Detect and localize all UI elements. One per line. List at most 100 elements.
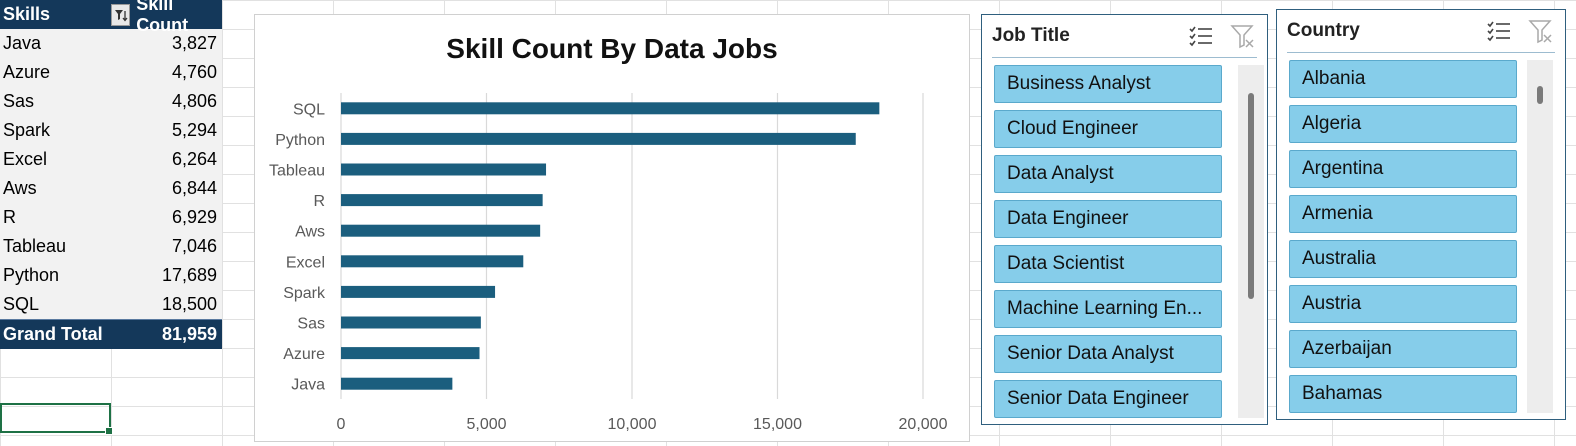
slicer-item[interactable]: Senior Data Analyst bbox=[994, 335, 1222, 373]
slicer-title: Country bbox=[1287, 20, 1360, 41]
fill-handle[interactable] bbox=[105, 427, 113, 435]
pivot-skill-cell: Excel bbox=[3, 149, 48, 169]
pivot-count-cell: 6,844 bbox=[171, 178, 217, 198]
pivot-skill-cell: Python bbox=[3, 265, 60, 285]
slicer-item[interactable]: Algeria bbox=[1289, 105, 1517, 143]
slicer-item[interactable]: Austria bbox=[1289, 285, 1517, 323]
slicer-scrollbar[interactable] bbox=[1238, 65, 1264, 418]
x-tick-label: 0 bbox=[337, 416, 346, 433]
y-category-label: Aws bbox=[295, 224, 325, 241]
slicer-title: Job Title bbox=[992, 25, 1070, 46]
grand-total-label: Grand Total bbox=[3, 324, 103, 344]
pivot-count-cell: 5,294 bbox=[171, 120, 217, 140]
pivot-row[interactable]: Excel 6,264 bbox=[0, 145, 222, 174]
x-tick-label: 10,000 bbox=[608, 416, 657, 433]
pivot-row[interactable]: Spark 5,294 bbox=[0, 116, 222, 145]
pivot-count-cell: 4,760 bbox=[171, 62, 217, 82]
x-tick-label: 5,000 bbox=[466, 416, 506, 433]
pivot-skill-cell: Sas bbox=[3, 91, 35, 111]
pivot-skill-cell: SQL bbox=[3, 294, 40, 314]
y-category-label: Spark bbox=[283, 285, 326, 302]
bar-excel[interactable] bbox=[341, 255, 524, 268]
slicer-item[interactable]: Senior Data Engineer bbox=[994, 380, 1222, 418]
pivot-row[interactable]: R 6,929 bbox=[0, 203, 222, 232]
pivot-skill-cell: Aws bbox=[3, 178, 37, 198]
slicer-item[interactable]: Machine Learning En... bbox=[994, 290, 1222, 328]
pivot-skill-cell: R bbox=[3, 207, 16, 227]
x-tick-label: 15,000 bbox=[753, 416, 802, 433]
multi-select-icon[interactable] bbox=[1187, 22, 1215, 50]
bar-python[interactable] bbox=[341, 132, 856, 145]
slicer-item[interactable]: Australia bbox=[1289, 240, 1517, 278]
slicer-item[interactable]: Data Analyst bbox=[994, 155, 1222, 193]
slicer-item[interactable]: Business Analyst bbox=[994, 65, 1222, 103]
pivot-header-count-cell[interactable]: Skill Count bbox=[111, 0, 222, 36]
y-category-label: Tableau bbox=[269, 163, 325, 180]
slicer-header: Country bbox=[1287, 10, 1555, 53]
y-category-label: R bbox=[313, 193, 325, 210]
pivot-row[interactable]: Azure 4,760 bbox=[0, 58, 222, 87]
pivot-count-cell: 18,500 bbox=[161, 294, 217, 314]
slicer-item[interactable]: Cloud Engineer bbox=[994, 110, 1222, 148]
pivot-header-row: Skills Skill Count bbox=[0, 0, 222, 35]
chart-plot: 0 5,000 10,000 15,000 20,000 SQL Python Tableau… bbox=[269, 93, 948, 433]
slicer-item[interactable]: Albania bbox=[1289, 60, 1517, 98]
pivot-skill-cell: Spark bbox=[3, 120, 51, 140]
pivot-row[interactable]: SQL 18,500 bbox=[0, 290, 222, 319]
pivot-count-cell: 6,264 bbox=[171, 149, 217, 169]
slicer-item-list: Business Analyst Cloud Engineer Data Analy… bbox=[994, 65, 1222, 418]
bar-spark[interactable] bbox=[341, 285, 496, 298]
slicer-header: Job Title bbox=[992, 15, 1257, 58]
clear-filter-icon[interactable] bbox=[1527, 17, 1555, 45]
bar-chart[interactable]: Skill Count By Data Jobs 0 5,000 10,000 15,… bbox=[254, 14, 970, 442]
pivot-header-skills[interactable]: Skills bbox=[3, 4, 51, 24]
pivot-table: Skills Skill Count Java 3,827 Azure 4,760 Sa… bbox=[0, 0, 222, 349]
slicer-country[interactable]: Country Albania Algeria Argentina Armenia Au… bbox=[1276, 9, 1566, 420]
slicer-scrollbar[interactable] bbox=[1527, 60, 1553, 413]
slicer-item[interactable]: Bahamas bbox=[1289, 375, 1517, 413]
pivot-count-cell: 3,827 bbox=[171, 33, 217, 53]
pivot-count-cell: 7,046 bbox=[171, 236, 217, 256]
slicer-item[interactable]: Armenia bbox=[1289, 195, 1517, 233]
slicer-item[interactable]: Azerbaijan bbox=[1289, 330, 1517, 368]
pivot-row[interactable]: Java 3,827 bbox=[0, 29, 222, 58]
y-category-label: Excel bbox=[286, 254, 325, 271]
bar-sas[interactable] bbox=[341, 316, 481, 329]
slicer-item-list: Albania Algeria Argentina Armenia Australia A… bbox=[1289, 60, 1517, 413]
pivot-row[interactable]: Sas 4,806 bbox=[0, 87, 222, 116]
pivot-row[interactable]: Python 17,689 bbox=[0, 261, 222, 290]
y-category-label: Sas bbox=[297, 316, 325, 333]
y-category-label: Java bbox=[291, 377, 325, 394]
pivot-count-cell: 4,806 bbox=[171, 91, 217, 111]
pivot-header-skill-count: Skill Count bbox=[136, 0, 189, 35]
bar-java[interactable] bbox=[341, 377, 453, 390]
y-category-label: Python bbox=[275, 132, 325, 149]
selected-cell[interactable] bbox=[0, 403, 113, 435]
pivot-grand-total-row[interactable]: Grand Total 81,959 bbox=[0, 319, 222, 349]
bar-aws[interactable] bbox=[341, 224, 541, 237]
bar-sql[interactable] bbox=[341, 102, 880, 115]
pivot-skill-cell: Java bbox=[3, 33, 42, 53]
slicer-item[interactable]: Data Scientist bbox=[994, 245, 1222, 283]
pivot-row[interactable]: Aws 6,844 bbox=[0, 174, 222, 203]
y-category-label: Azure bbox=[283, 346, 325, 363]
x-tick-label: 20,000 bbox=[899, 416, 948, 433]
scrollbar-thumb[interactable] bbox=[1537, 86, 1543, 104]
scrollbar-thumb[interactable] bbox=[1248, 93, 1254, 299]
pivot-skill-cell: Azure bbox=[3, 62, 51, 82]
pivot-skill-cell: Tableau bbox=[3, 236, 67, 256]
multi-select-icon[interactable] bbox=[1485, 17, 1513, 45]
slicer-item[interactable]: Data Engineer bbox=[994, 200, 1222, 238]
pivot-count-cell: 6,929 bbox=[171, 207, 217, 227]
bar-azure[interactable] bbox=[341, 347, 480, 360]
clear-filter-icon[interactable] bbox=[1229, 22, 1257, 50]
chart-title: Skill Count By Data Jobs bbox=[446, 33, 778, 64]
grand-total-value: 81,959 bbox=[161, 324, 217, 344]
pivot-row[interactable]: Tableau 7,046 bbox=[0, 232, 222, 261]
sort-filter-icon[interactable] bbox=[111, 3, 131, 26]
slicer-item[interactable]: Argentina bbox=[1289, 150, 1517, 188]
pivot-count-cell: 17,689 bbox=[161, 265, 217, 285]
bar-tableau[interactable] bbox=[341, 163, 547, 176]
slicer-job-title[interactable]: Job Title Business Analyst Cloud Engineer… bbox=[981, 14, 1268, 425]
bar-r[interactable] bbox=[341, 194, 543, 207]
